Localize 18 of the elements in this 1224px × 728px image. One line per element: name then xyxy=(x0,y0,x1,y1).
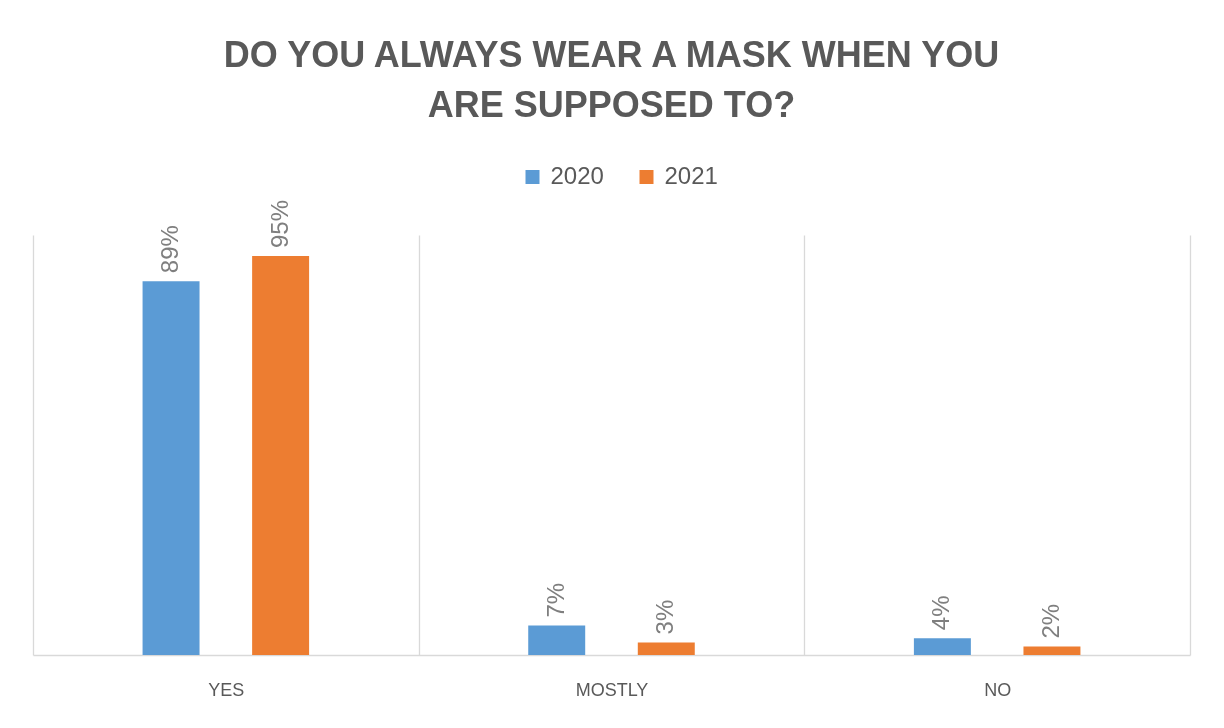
bar xyxy=(252,256,310,655)
x-tick-label: MOSTLY xyxy=(575,679,649,700)
legend-label: 2021 xyxy=(664,162,718,189)
data-label: 7% xyxy=(541,582,569,618)
data-label: 4% xyxy=(927,595,955,631)
chart-title: DO YOU ALWAYS WEAR A MASK WHEN YOU ARE SUPPOSED TO? xyxy=(223,34,1000,125)
data-label: 89% xyxy=(156,225,184,274)
x-tick-label: YES xyxy=(208,679,245,700)
bar xyxy=(637,642,695,655)
x-tick-label: NO xyxy=(984,679,1012,700)
data-label: 95% xyxy=(265,199,293,248)
legend-label: 2020 xyxy=(550,162,604,189)
bar xyxy=(1023,646,1081,655)
data-label: 2% xyxy=(1036,603,1064,639)
bar xyxy=(142,281,200,655)
data-label: 3% xyxy=(651,599,679,635)
bar xyxy=(528,625,586,655)
bar xyxy=(913,638,971,655)
